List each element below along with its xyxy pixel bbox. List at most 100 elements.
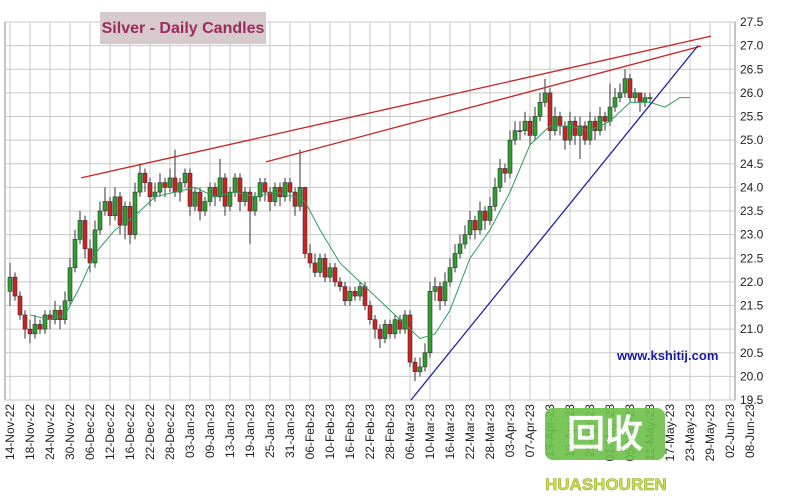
candle-body — [82, 220, 88, 250]
candle-body — [87, 248, 93, 264]
x-tick-label: 13-Jan-23 — [223, 404, 237, 458]
candle-body — [372, 319, 378, 330]
x-tick-label: 22-Feb-23 — [363, 404, 377, 460]
candle-body — [622, 78, 628, 94]
chart-title: Silver - Daily Candles — [102, 20, 265, 37]
candle-body — [442, 281, 448, 302]
candle-body — [567, 120, 573, 141]
candle-body — [192, 191, 198, 207]
candle-body — [417, 366, 423, 372]
y-tick-label: 23.0 — [740, 228, 764, 242]
candle-body — [67, 267, 73, 302]
watermark-logo: 回收 — [567, 414, 643, 456]
trend-line — [265, 45, 702, 163]
candle-body — [17, 295, 23, 316]
candle-body — [222, 177, 228, 207]
trend-line — [80, 35, 712, 179]
candle-body — [497, 168, 503, 188]
y-tick-label: 21.5 — [740, 299, 764, 313]
candle-body — [282, 182, 288, 198]
candle-body — [392, 319, 398, 335]
y-tick-label: 25.5 — [740, 110, 764, 124]
candle-body — [147, 182, 153, 198]
candle-body — [302, 187, 308, 254]
candle-body — [142, 172, 148, 183]
candle-body — [132, 191, 138, 235]
candle-body — [537, 102, 543, 117]
x-tick-label: 07-Apr-23 — [523, 404, 537, 458]
candle-body — [252, 196, 258, 212]
candle-body — [362, 286, 368, 306]
x-tick-label: 28-Mar-23 — [483, 404, 497, 460]
y-tick-label: 22.0 — [740, 275, 764, 289]
candle-body — [267, 191, 273, 202]
watermark: 回收 HUASHOUREN — [545, 408, 667, 494]
candle-body — [202, 201, 208, 212]
candle-body — [287, 182, 293, 193]
candle-body — [217, 177, 223, 198]
candle-body — [507, 139, 513, 174]
candle-body — [482, 210, 488, 221]
candle-body — [432, 286, 438, 292]
candle-body — [642, 97, 648, 103]
x-tick-label: 16-Dec-22 — [123, 404, 137, 460]
x-tick-label: 29-May-23 — [703, 404, 717, 462]
candle-body — [77, 220, 83, 240]
candle-body — [562, 125, 568, 141]
candle-body — [157, 182, 163, 193]
candle-body — [592, 120, 598, 131]
x-tick-label: 06-Mar-23 — [403, 404, 417, 460]
candle-body — [307, 253, 313, 264]
watermark-box — [545, 408, 665, 460]
y-tick-label: 22.5 — [740, 251, 764, 265]
y-tick-label: 27.5 — [740, 15, 764, 29]
x-tick-label: 24-Nov-22 — [43, 404, 57, 460]
candle-body — [177, 182, 183, 193]
candle-body — [532, 116, 538, 136]
candle-body — [312, 262, 318, 273]
candle-body — [412, 361, 418, 372]
candle-body — [162, 182, 168, 188]
candle-body — [182, 172, 188, 183]
candle-body — [627, 78, 633, 98]
candle-body — [52, 309, 58, 320]
x-tick-label: 18-Nov-22 — [23, 404, 37, 460]
x-tick-label: 06-Feb-23 — [303, 404, 317, 460]
candle-body — [247, 191, 253, 212]
candle-body — [62, 300, 68, 320]
candle-body — [227, 191, 233, 207]
candle-body — [632, 92, 638, 98]
candle-body — [172, 177, 178, 193]
candle-body — [322, 257, 328, 278]
x-tick-label: 06-Dec-22 — [83, 404, 97, 460]
candle-body — [277, 187, 283, 198]
candle-body — [57, 309, 63, 320]
candle-body — [602, 116, 608, 122]
candle-body — [212, 187, 218, 198]
x-tick-label: 02-Jun-23 — [723, 404, 737, 458]
y-tick-label: 20.5 — [740, 346, 764, 360]
x-tick-label: 23-May-23 — [683, 404, 697, 462]
y-tick-label: 27.0 — [740, 39, 764, 53]
candle-body — [647, 97, 653, 99]
x-tick-label: 03-Jan-23 — [183, 404, 197, 458]
x-tick-label: 28-Dec-22 — [163, 404, 177, 460]
candle-body — [117, 196, 123, 226]
candle-body — [582, 125, 588, 141]
x-tick-label: 16-Feb-23 — [343, 404, 357, 460]
y-tick-label: 21.0 — [740, 322, 764, 336]
candle-body — [547, 92, 553, 131]
candle-body — [607, 106, 613, 122]
x-tick-label: 10-Feb-23 — [323, 404, 337, 460]
candle-body — [72, 239, 78, 269]
candle-body — [232, 177, 238, 193]
candle-body — [357, 286, 363, 297]
candle-body — [512, 130, 518, 141]
candle-body — [257, 182, 263, 198]
y-tick-label: 26.0 — [740, 86, 764, 100]
candle-body — [137, 172, 143, 193]
y-tick-label: 23.5 — [740, 204, 764, 218]
candle-body — [542, 92, 548, 103]
candle-body — [237, 177, 243, 202]
